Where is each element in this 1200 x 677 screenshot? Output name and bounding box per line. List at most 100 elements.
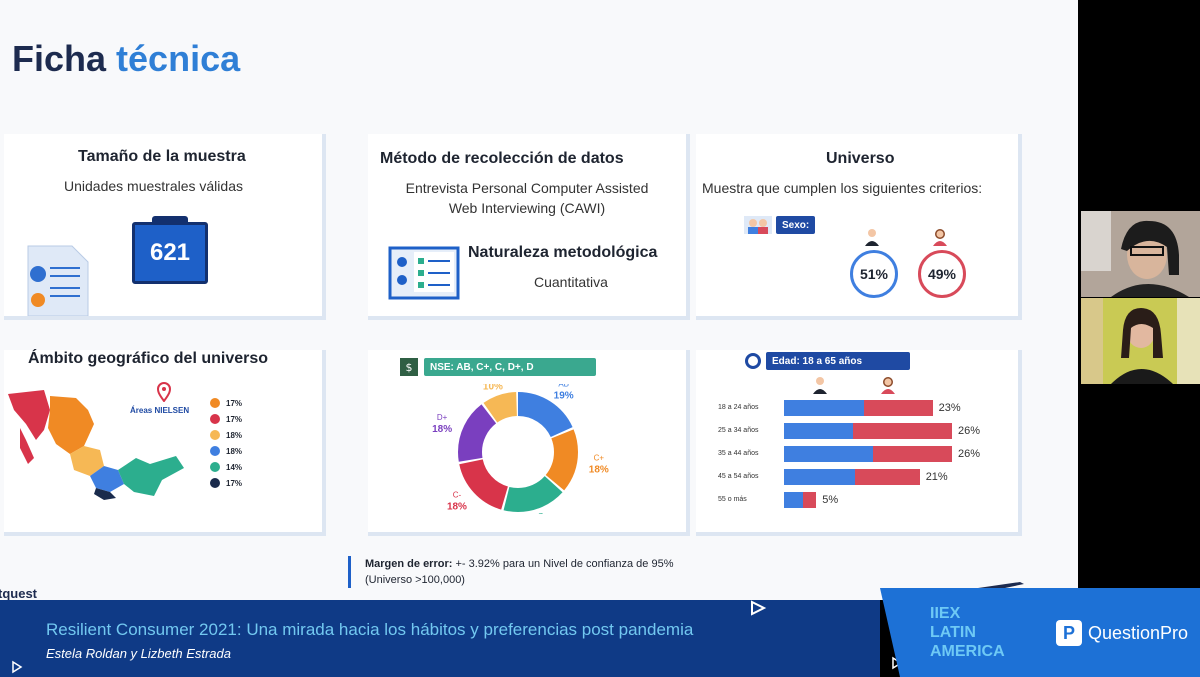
map-label: Áreas NIELSEN (130, 406, 190, 415)
male-icon (813, 377, 827, 394)
location-pin-icon (156, 382, 172, 402)
female-percentage: 49% (918, 250, 966, 298)
age-row-label: 45 a 54 años (718, 473, 759, 480)
age-row-percentage: 26% (958, 448, 981, 460)
margin-of-error: Margen de error: +- 3.92% para un Nivel … (348, 556, 688, 588)
webcam-feed-presenter-2 (1081, 298, 1200, 384)
age-row: 25 a 34 años 26% (696, 423, 1022, 439)
legend-item: 14% (210, 462, 242, 472)
age-bar-female (854, 469, 920, 485)
legend-item: 18% (210, 430, 242, 440)
age-bar (784, 446, 952, 462)
legend-swatch (210, 446, 220, 456)
legend-label: 17% (226, 398, 243, 408)
method-line-1: Entrevista Personal Computer Assisted (405, 180, 649, 196)
bottom-banner: Resilient Consumer 2021: Una mirada haci… (0, 600, 903, 677)
age-bar (784, 423, 952, 439)
legend-swatch (210, 478, 220, 488)
legend-swatch (210, 462, 220, 472)
male-percentage: 51% (850, 250, 898, 298)
document-icon (27, 245, 89, 316)
female-icon (881, 377, 895, 394)
survey-screen-icon (388, 246, 460, 300)
legend-swatch (210, 414, 220, 424)
nse-slice-name: C- (453, 490, 462, 499)
age-bar (784, 492, 817, 508)
age-bar-male (784, 469, 855, 485)
legend-item: 18% (210, 446, 242, 456)
card-title: Universo (826, 150, 895, 167)
age-bar-male (784, 400, 865, 416)
age-bar (784, 400, 933, 416)
age-pill: Edad: 18 a 65 años (766, 352, 910, 370)
questionpro-icon: P (1056, 620, 1082, 646)
age-row: 55 o más 5% (696, 492, 1022, 508)
nature-title: Naturaleza metodológica (468, 244, 658, 261)
questionpro-name: QuestionPro (1088, 622, 1189, 643)
iiex-latin-america-logo: IIEX LATIN AMERICA (930, 604, 1005, 661)
card-age: Edad: 18 a 65 años 18 a 24 años 23% 25 a 3… (696, 350, 1022, 536)
presentation-slide: Ficha técnica Tamaño de la muestra Unida… (0, 0, 1078, 600)
webcam-feed-presenter-1 (1081, 211, 1200, 297)
legend-label: 17% (226, 414, 243, 424)
title-main: Ficha (12, 38, 107, 79)
nse-slice-cplus (458, 392, 578, 512)
nse-pill: NSE: AB, C+, C, D+, D (424, 358, 596, 376)
margin-label: Margen de error: (365, 558, 453, 570)
speakers: Estela Roldan y Lizbeth Estrada (46, 646, 231, 661)
footer-logo: tquest (0, 586, 37, 600)
card-universe: Universo Muestra que cumplen los siguien… (696, 134, 1022, 320)
nse-slice-dplus (458, 392, 578, 512)
legend-label: 14% (226, 462, 243, 472)
nse-slice-label: 18% (589, 465, 609, 476)
method-line-2: Web Interviewing (CAWI) (448, 200, 606, 216)
legend-item: 17% (210, 478, 242, 488)
nse-slice-ab (458, 392, 578, 512)
clipboard-clip-icon (152, 216, 188, 226)
nse-slice-label: 19% (554, 391, 574, 402)
age-row-percentage: 23% (938, 402, 961, 414)
age-row-label: 25 a 34 años (718, 427, 759, 434)
slide-title: Ficha técnica (12, 38, 240, 80)
card-title: Ámbito geográfico del universo (28, 350, 269, 367)
sex-pill: Sexo: (776, 216, 816, 234)
card-title: Tamaño de la muestra (78, 148, 246, 165)
card-subtitle: Muestra que cumplen los siguientes crite… (702, 180, 983, 196)
legend-item: 17% (210, 398, 242, 408)
age-row-percentage: 26% (958, 425, 981, 437)
nse-slice-label: 10% (483, 384, 503, 393)
age-bar-female (873, 446, 952, 462)
nse-slice-name: C (538, 512, 544, 514)
play-triangle-icon (751, 600, 767, 616)
age-bar (784, 469, 920, 485)
age-row: 45 a 54 años 21% (696, 469, 1022, 485)
age-row-label: 18 a 24 años (718, 404, 759, 411)
iiex-line-3: AMERICA (930, 643, 1005, 660)
webinar-title: Resilient Consumer 2021: Una mirada haci… (46, 620, 694, 639)
svg-text:$: $ (406, 361, 413, 374)
legend-label: 18% (226, 446, 243, 456)
nse-slice-label: 18% (432, 424, 452, 435)
age-row-label: 55 o más (718, 496, 747, 503)
female-icon (933, 229, 947, 246)
age-bar-female (852, 423, 952, 439)
money-bag-icon: $ (400, 358, 418, 376)
title-accent: técnica (116, 38, 241, 79)
sample-size-value: 621 (132, 222, 208, 284)
presenter-1-image (1081, 211, 1200, 297)
age-bar-male (784, 492, 804, 508)
legend-swatch (210, 430, 220, 440)
legend-item: 17% (210, 414, 242, 424)
nse-slice-label: 18% (447, 501, 467, 512)
age-bar-male (784, 446, 874, 462)
age-row-percentage: 21% (925, 471, 948, 483)
presenter-2-image (1081, 298, 1200, 384)
age-badge-icon (745, 353, 761, 369)
mexico-map (8, 390, 184, 500)
card-subtitle: Unidades muestrales válidas (64, 178, 243, 194)
nse-slice-name: AB (558, 384, 569, 389)
male-icon (865, 229, 879, 246)
age-bar-female (864, 400, 933, 416)
card-collection-method: Método de recolección de datos Entrevist… (368, 134, 690, 320)
